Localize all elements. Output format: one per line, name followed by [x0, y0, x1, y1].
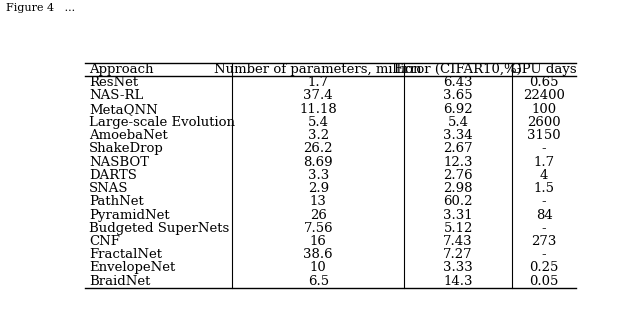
- Text: Figure 4   ...: Figure 4 ...: [6, 3, 76, 13]
- Text: Approach: Approach: [89, 63, 154, 76]
- Text: 0.05: 0.05: [529, 275, 559, 288]
- Text: 26: 26: [310, 208, 326, 221]
- Text: 22400: 22400: [523, 89, 565, 103]
- Text: -: -: [542, 195, 547, 208]
- Text: 2.98: 2.98: [444, 182, 473, 195]
- Text: BraidNet: BraidNet: [89, 275, 150, 288]
- Text: 0.25: 0.25: [529, 262, 559, 275]
- Text: MetaQNN: MetaQNN: [89, 103, 157, 116]
- Text: Budgeted SuperNets: Budgeted SuperNets: [89, 222, 229, 235]
- Text: PyramidNet: PyramidNet: [89, 208, 170, 221]
- Text: 2.9: 2.9: [308, 182, 329, 195]
- Text: 1.5: 1.5: [534, 182, 555, 195]
- Text: Large-scale Evolution: Large-scale Evolution: [89, 116, 235, 129]
- Text: 7.43: 7.43: [444, 235, 473, 248]
- Text: 5.4: 5.4: [447, 116, 468, 129]
- Text: SNAS: SNAS: [89, 182, 129, 195]
- Text: 11.18: 11.18: [300, 103, 337, 116]
- Text: 1.7: 1.7: [534, 156, 555, 169]
- Text: 1.7: 1.7: [308, 76, 329, 89]
- Text: 3150: 3150: [527, 129, 561, 142]
- Text: 2.67: 2.67: [444, 142, 473, 155]
- Text: 12.3: 12.3: [444, 156, 473, 169]
- Text: 6.43: 6.43: [444, 76, 473, 89]
- Text: AmoebaNet: AmoebaNet: [89, 129, 168, 142]
- Text: 0.65: 0.65: [529, 76, 559, 89]
- Text: 5.4: 5.4: [308, 116, 329, 129]
- Text: DARTS: DARTS: [89, 169, 137, 182]
- Text: 3.34: 3.34: [444, 129, 473, 142]
- Text: 38.6: 38.6: [303, 248, 333, 261]
- Text: NASBOT: NASBOT: [89, 156, 149, 169]
- Text: Number of parameters, million: Number of parameters, million: [214, 63, 422, 76]
- Text: 6.5: 6.5: [308, 275, 329, 288]
- Text: ResNet: ResNet: [89, 76, 138, 89]
- Text: 2.76: 2.76: [444, 169, 473, 182]
- Text: 7.56: 7.56: [303, 222, 333, 235]
- Text: 2600: 2600: [527, 116, 561, 129]
- Text: 37.4: 37.4: [303, 89, 333, 103]
- Text: 7.27: 7.27: [444, 248, 473, 261]
- Text: 3.2: 3.2: [308, 129, 329, 142]
- Text: GPU days: GPU days: [511, 63, 577, 76]
- Text: FractalNet: FractalNet: [89, 248, 162, 261]
- Text: -: -: [542, 248, 547, 261]
- Text: 13: 13: [310, 195, 326, 208]
- Text: 273: 273: [531, 235, 557, 248]
- Text: 84: 84: [536, 208, 552, 221]
- Text: 4: 4: [540, 169, 548, 182]
- Text: 8.69: 8.69: [303, 156, 333, 169]
- Text: -: -: [542, 222, 547, 235]
- Text: 10: 10: [310, 262, 326, 275]
- Text: 5.12: 5.12: [444, 222, 473, 235]
- Text: 26.2: 26.2: [303, 142, 333, 155]
- Text: NAS-RL: NAS-RL: [89, 89, 143, 103]
- Text: -: -: [542, 142, 547, 155]
- Text: 6.92: 6.92: [444, 103, 473, 116]
- Text: 16: 16: [310, 235, 326, 248]
- Text: EnvelopeNet: EnvelopeNet: [89, 262, 175, 275]
- Text: 3.3: 3.3: [308, 169, 329, 182]
- Text: Error (CIFAR10,%): Error (CIFAR10,%): [394, 63, 522, 76]
- Text: 3.65: 3.65: [444, 89, 473, 103]
- Text: PathNet: PathNet: [89, 195, 143, 208]
- Text: ShakeDrop: ShakeDrop: [89, 142, 164, 155]
- Text: 14.3: 14.3: [444, 275, 473, 288]
- Text: 100: 100: [531, 103, 557, 116]
- Text: 3.31: 3.31: [444, 208, 473, 221]
- Text: CNF: CNF: [89, 235, 120, 248]
- Text: 60.2: 60.2: [444, 195, 473, 208]
- Text: 3.33: 3.33: [444, 262, 473, 275]
